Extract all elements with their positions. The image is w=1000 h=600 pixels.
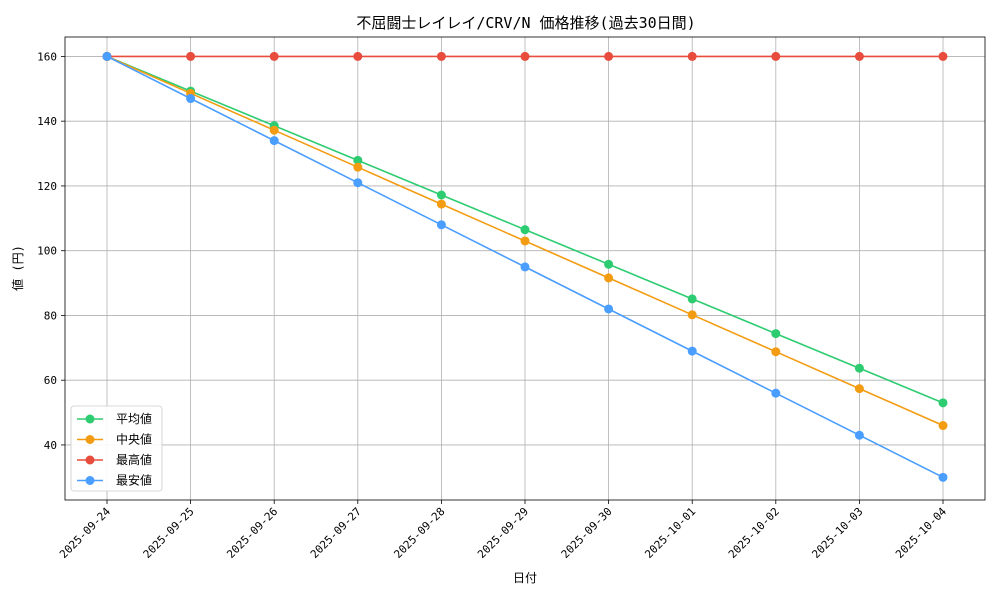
data-point [687,310,697,320]
data-point [771,388,781,398]
data-point [687,294,697,304]
x-axis-label: 日付 [513,571,537,585]
data-point [771,329,781,339]
data-point [938,472,948,482]
x-tick-label: 2025-09-27 [308,505,364,561]
y-tick-label: 60 [44,374,57,387]
data-point [269,125,279,135]
legend-marker [85,414,95,424]
data-point [604,51,614,61]
data-point [604,273,614,283]
y-tick-label: 100 [37,245,57,258]
x-tick-label: 2025-09-29 [475,505,531,561]
x-tick-label: 2025-09-24 [57,505,113,561]
data-point [353,155,363,165]
legend-marker [85,476,95,485]
y-axis-label: 値 (円) [10,245,25,291]
data-point [436,51,446,61]
legend-item: 平均値 [77,411,152,426]
y-axis: 40 60 80 100 120 140 160 [37,50,65,452]
legend-label: 最安値 [116,473,152,488]
data-point [938,421,948,431]
data-point [436,190,446,200]
y-tick-label: 140 [37,115,57,128]
legend-label: 平均値 [116,411,152,426]
data-point [854,363,864,373]
data-point [687,51,697,61]
data-point [520,225,530,235]
x-tick-label: 2025-09-30 [559,505,615,561]
series-layer [102,51,948,482]
x-tick-label: 2025-09-25 [141,505,197,561]
x-tick-label: 2025-10-04 [893,505,949,561]
data-point [854,51,864,61]
y-tick-label: 80 [44,309,57,322]
data-point [854,430,864,440]
legend-item: 最安値 [77,473,152,488]
data-point [604,259,614,269]
legend-label: 中央値 [116,432,152,447]
data-point [436,199,446,209]
data-point [353,51,363,61]
series-4 [102,51,948,482]
data-point [854,384,864,394]
legend-item: 最高値 [77,452,152,467]
data-point [269,136,279,146]
x-tick-label: 2025-10-02 [726,505,782,561]
data-point [520,51,530,61]
data-point [436,220,446,230]
data-point [353,178,363,188]
data-point [520,262,530,272]
data-point [938,398,948,408]
data-point [186,51,196,61]
legend-label: 最高値 [116,452,152,467]
data-point [938,51,948,61]
x-tick-label: 2025-10-03 [809,505,865,561]
legend-marker [85,455,95,465]
data-point [771,51,781,61]
y-tick-label: 160 [37,50,57,63]
legend-item: 中央値 [77,432,152,447]
x-tick-label: 2025-09-28 [391,505,447,561]
x-tick-label: 2025-10-01 [642,505,698,561]
y-tick-label: 40 [44,439,57,452]
x-tick-label: 2025-09-26 [224,505,280,561]
data-point [353,162,363,172]
x-axis: 2025-09-24 2025-09-25 2025-09-26 2025-09-27… [57,500,949,561]
data-point [102,51,112,61]
y-tick-label: 120 [37,180,57,193]
legend-frame [70,405,163,492]
data-point [771,347,781,357]
data-point [604,304,614,314]
data-point [186,94,196,104]
legend-marker [85,435,95,444]
data-point [269,51,279,61]
chart-title: 不屈闘士レイレイ/CRV/N 価格推移(過去30日間) [356,14,695,32]
data-point [520,236,530,246]
data-point [687,346,697,356]
series-3 [102,51,948,61]
